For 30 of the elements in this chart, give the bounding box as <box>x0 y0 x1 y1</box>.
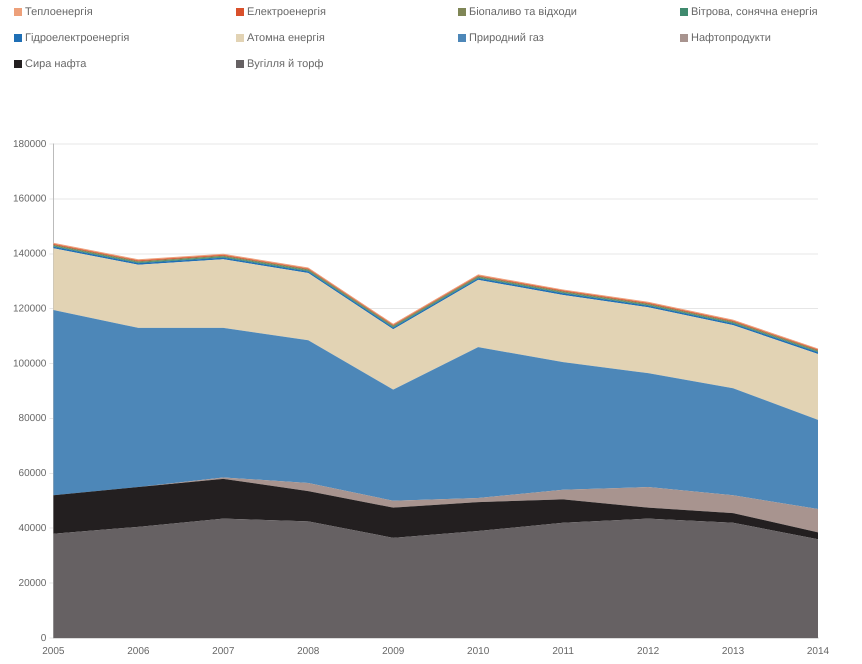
y-tick-label: 100000 <box>12 358 47 370</box>
y-tick-label: 0 <box>40 632 47 644</box>
legend-label: Природний газ <box>469 32 544 44</box>
y-tick-label: 160000 <box>12 194 47 205</box>
y-tick-label: 60000 <box>18 468 47 480</box>
y-tick-label: 180000 <box>12 138 47 150</box>
y-tick-label: 140000 <box>12 248 47 260</box>
x-tick-label: 2006 <box>127 646 150 657</box>
legend-label: Електроенергія <box>247 6 326 18</box>
x-tick-label: 2005 <box>42 646 65 657</box>
legend-label: Вугілля й торф <box>247 58 324 70</box>
y-tick-label: 20000 <box>18 578 47 589</box>
legend-label: Біопаливо та відходи <box>469 6 577 18</box>
x-tick-label: 2008 <box>297 646 320 657</box>
x-tick-label: 2012 <box>636 646 660 657</box>
x-tick-label: 2010 <box>467 646 490 657</box>
y-tick-label: 80000 <box>18 413 47 424</box>
legend-label: Вітрова, сонячна енергія <box>691 6 818 18</box>
y-tick-label: 40000 <box>18 522 47 534</box>
legend-label: Атомна енергія <box>247 32 325 44</box>
legend-label: Гідроелектроенергія <box>25 32 130 44</box>
x-tick-label: 2013 <box>722 646 745 657</box>
x-tick-label: 2011 <box>552 646 574 657</box>
legend-label: Теплоенергія <box>25 6 93 18</box>
legend-label: Нафтопродукти <box>691 32 771 44</box>
legend-label: Сира нафта <box>25 58 86 70</box>
x-tick-label: 2014 <box>806 646 830 657</box>
y-tick-label: 120000 <box>12 303 47 314</box>
x-tick-label: 2007 <box>212 646 235 657</box>
x-tick-label: 2009 <box>382 646 405 657</box>
